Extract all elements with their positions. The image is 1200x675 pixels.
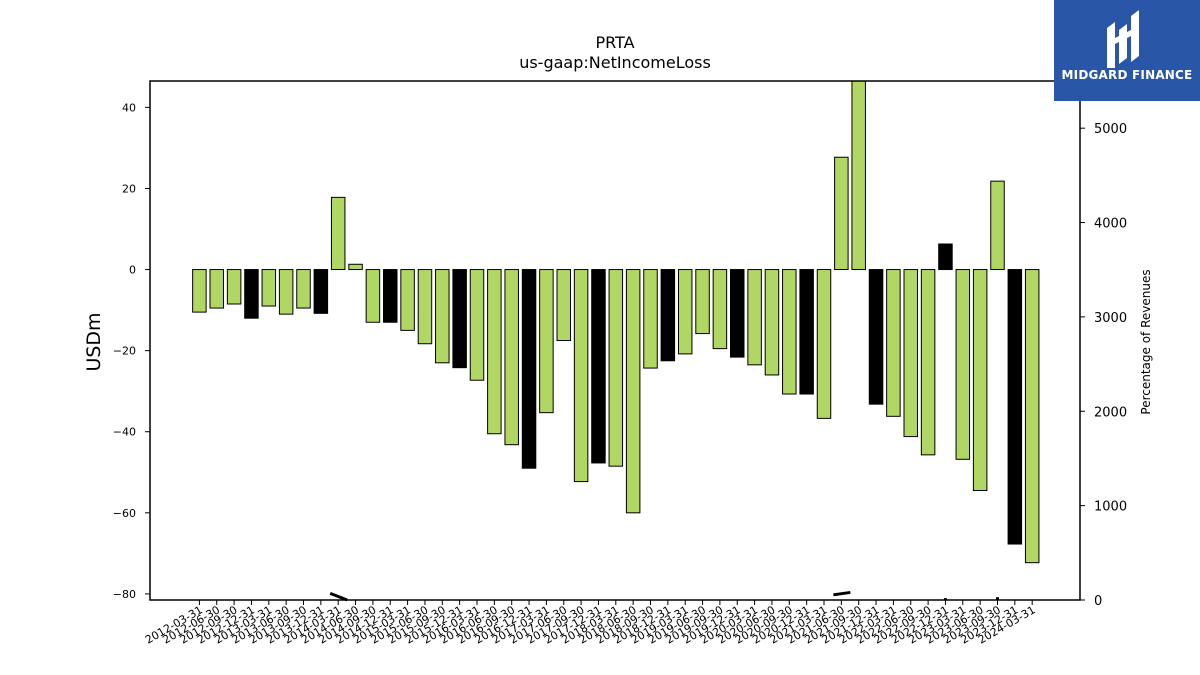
bar-2017-12-31	[591, 269, 606, 464]
bar-2012-12-31	[244, 269, 259, 319]
bar-2017-03-31	[539, 269, 554, 414]
bar-2014-06-30	[348, 263, 363, 271]
bar-2013-12-31	[313, 269, 329, 314]
bar-2019-03-31	[677, 269, 693, 355]
midgard-finance-logo: MIDGARD FINANCE	[1054, 0, 1200, 101]
bar-2020-03-31	[747, 269, 762, 366]
bar-2013-06-30	[278, 269, 294, 315]
bar-2022-06-30	[903, 269, 918, 438]
bar-2023-12-31	[1007, 269, 1023, 545]
y-axis-ticks: 40 20 0 −20 −40 −60 −80	[113, 101, 150, 601]
bar-2015-09-30	[435, 269, 450, 364]
bar-2012-03-31	[192, 269, 207, 313]
bar-2022-03-31	[886, 269, 901, 417]
bar-2018-12-31	[660, 269, 676, 362]
bar-2016-12-31	[521, 269, 537, 469]
x-axis-ticks: 2012-03-312012-06-302012-09-302012-12-31…	[143, 600, 1038, 647]
chart-subtitle: us-gaap:NetIncomeLoss	[519, 53, 711, 72]
bar-2017-06-30	[556, 269, 571, 342]
bar-2015-12-31	[452, 269, 467, 369]
bar-2020-09-30	[782, 269, 797, 395]
bar-2021-12-31	[868, 269, 884, 405]
bar-2020-06-30	[764, 269, 780, 376]
y2-axis-ticks: 5000 4000 3000 2000 1000 0	[1080, 122, 1127, 609]
y-tick-label: 40	[122, 101, 136, 114]
y2-axis-label: Percentage of Revenues	[1139, 269, 1153, 414]
y2-tick-label: 5000	[1094, 122, 1127, 137]
y2-tick-label: 2000	[1094, 405, 1127, 420]
y-tick-label: 0	[129, 264, 136, 277]
y-tick-label: −20	[113, 345, 136, 358]
bar-2013-03-31	[261, 269, 277, 307]
bar-2017-09-30	[573, 269, 589, 483]
bar-2015-03-31	[400, 269, 415, 331]
y2-tick-label: 3000	[1094, 311, 1127, 326]
revenue-pct-segment	[329, 591, 348, 602]
bar-2021-09-30	[851, 80, 866, 271]
revenue-pct-series	[329, 590, 999, 602]
bar-2019-12-31	[730, 269, 745, 358]
y2-tick-label: 4000	[1094, 217, 1127, 232]
y-tick-label: 20	[122, 182, 136, 195]
bar-2014-12-31	[383, 269, 398, 323]
plot-frame	[149, 80, 1081, 601]
y-tick-label: −60	[113, 507, 136, 520]
bar-2023-03-31	[955, 269, 971, 460]
bar-2024-03-31	[1024, 269, 1040, 564]
bar-2016-06-30	[487, 269, 502, 435]
bar-2014-09-30	[365, 269, 381, 323]
bar-2012-09-30	[226, 269, 242, 305]
bar-2022-09-30	[920, 269, 936, 456]
bar-2018-06-30	[625, 269, 641, 514]
y-tick-label: −40	[113, 426, 136, 439]
bar-2016-09-30	[504, 269, 519, 446]
bar-2013-09-30	[296, 269, 311, 309]
bar-2018-03-31	[608, 269, 624, 467]
y-axis-label: USDm	[83, 312, 105, 371]
revenue-pct-segment	[833, 590, 851, 597]
bar-2020-12-31	[799, 269, 814, 395]
bar-2021-06-30	[834, 156, 849, 271]
bar-series	[192, 80, 1040, 564]
bar-2019-06-30	[695, 269, 710, 335]
bar-2018-09-30	[643, 269, 658, 369]
bar-2021-03-31	[816, 269, 832, 419]
bar-2012-06-30	[209, 269, 224, 309]
bar-2014-03-31	[330, 196, 346, 271]
bar-2022-12-31	[938, 243, 953, 271]
y-tick-label: −80	[113, 588, 136, 601]
logo-text: MIDGARD FINANCE	[1061, 68, 1193, 82]
bar-2023-06-30	[972, 269, 988, 492]
chart-title: PRTA	[595, 33, 634, 52]
y2-tick-label: 0	[1094, 594, 1102, 609]
bar-2015-06-30	[417, 269, 433, 345]
bar-2023-09-30	[990, 180, 1005, 271]
midgard-logo-icon	[1107, 10, 1139, 68]
y2-tick-label: 1000	[1094, 500, 1127, 515]
bar-2019-09-30	[712, 269, 728, 350]
bar-2016-03-31	[469, 269, 485, 381]
